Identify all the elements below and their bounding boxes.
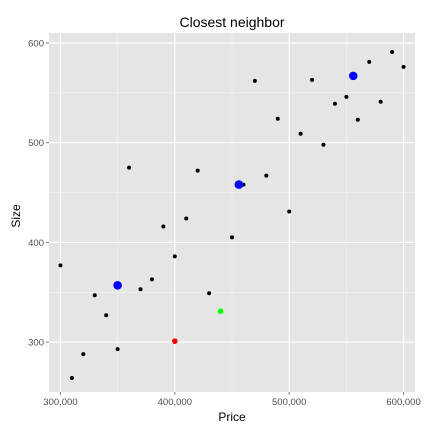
data-point (149, 277, 154, 282)
x-axis-ticks (59, 392, 405, 395)
data-point (161, 224, 166, 229)
data-point (58, 263, 63, 268)
data-point (81, 352, 86, 357)
major-gridlines (49, 33, 415, 392)
data-point (172, 254, 177, 259)
y-axis-title: Size (9, 204, 23, 228)
y-tick-label: 500 (28, 138, 44, 149)
neighbor-point (348, 71, 358, 81)
prediction-point (217, 308, 224, 315)
query-point (172, 338, 178, 344)
data-point (104, 313, 109, 318)
data-point (115, 347, 120, 352)
data-point (184, 216, 189, 221)
data-points (58, 49, 406, 381)
data-point (332, 101, 337, 106)
data-point (138, 287, 143, 292)
data-point (127, 165, 132, 170)
data-point (344, 94, 349, 99)
chart-title: Closest neighbor (179, 14, 284, 30)
data-point (287, 209, 292, 214)
data-point (401, 64, 406, 69)
data-point (275, 116, 280, 121)
y-axis-tick-labels: 300 400 500 600 (28, 38, 44, 348)
x-axis-tick-labels: 300,000 400,000 500,000 600,000 (43, 397, 420, 408)
data-point (69, 376, 74, 381)
data-point (367, 59, 372, 64)
data-point (195, 168, 200, 173)
x-tick-label: 500,000 (272, 397, 306, 408)
y-tick-label: 600 (28, 38, 44, 49)
x-tick-label: 600,000 (386, 397, 420, 408)
y-tick-label: 300 (28, 338, 44, 349)
data-point (264, 173, 269, 178)
neighbor-point (113, 280, 122, 290)
data-point (378, 99, 383, 104)
data-point (390, 49, 395, 54)
x-axis-title: Price (218, 410, 246, 424)
data-point (230, 235, 234, 240)
y-tick-label: 400 (28, 238, 44, 249)
data-point (298, 131, 303, 136)
neighbor-point (234, 180, 244, 189)
x-tick-label: 300,000 (43, 397, 77, 408)
data-point (355, 117, 360, 122)
y-axis-ticks (46, 42, 49, 343)
x-tick-label: 400,000 (158, 397, 192, 408)
minor-gridlines (49, 33, 415, 392)
data-point (321, 142, 326, 147)
data-point (92, 293, 97, 298)
data-point (252, 78, 257, 83)
data-point (310, 77, 315, 82)
data-point (207, 291, 212, 296)
